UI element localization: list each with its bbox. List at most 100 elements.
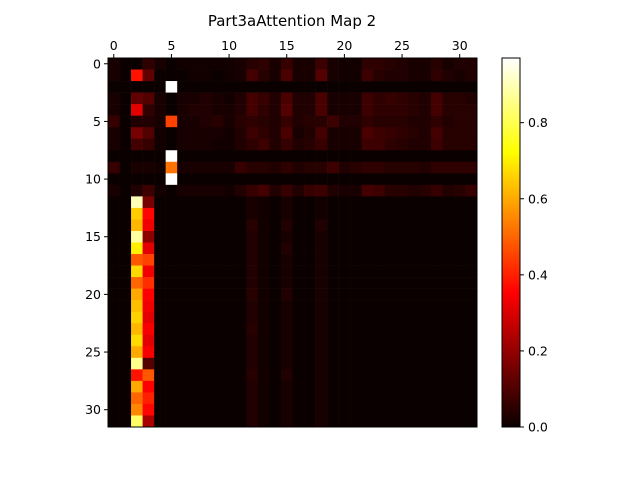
heatmap-cell [442,127,455,140]
heatmap-cell [430,369,443,382]
heatmap-cell [384,300,397,312]
heatmap-cell [373,207,386,220]
heatmap-cell [350,173,362,186]
heatmap-cell [188,92,201,105]
heatmap-cell [396,230,409,243]
heatmap-cell [246,104,259,116]
heatmap-cell [407,104,420,116]
heatmap-cell [200,196,213,209]
heatmap-cell [177,265,190,278]
heatmap-cell [234,150,247,163]
heatmap-cell [384,254,397,266]
heatmap-cell [188,69,201,82]
heatmap-cell [246,242,259,255]
heatmap-cell [211,127,224,140]
heatmap-cell [257,403,270,416]
heatmap-cell [430,380,443,393]
heatmap-cell [188,196,201,209]
heatmap-cell [465,92,478,105]
heatmap-cell [338,115,351,128]
heatmap-cell [327,288,339,301]
heatmap-cell [304,288,316,301]
heatmap-cell [396,196,409,209]
heatmap-cell [188,150,201,163]
heatmap-cell [338,196,351,209]
heatmap-cell [188,184,201,197]
heatmap-cell [280,138,293,151]
heatmap-cell [280,242,293,255]
heatmap-cell [269,277,282,289]
heatmap-cell [304,184,316,197]
heatmap-cell [223,81,236,93]
heatmap-cell [350,196,362,209]
heatmap-cell [223,254,236,266]
heatmap-cell [350,311,362,324]
heatmap-cell [154,265,166,278]
heatmap-cell [361,207,374,220]
heatmap-cell [257,392,270,405]
heatmap-cell [246,219,259,232]
heatmap-cell [465,58,478,70]
heatmap-cell [373,127,386,140]
heatmap-cell [234,184,247,197]
heatmap-cell [131,58,143,70]
heatmap-cell [315,311,328,324]
heatmap-cell [292,127,305,140]
heatmap-cell [419,346,432,359]
heatmap-cell [280,346,293,359]
heatmap-cell [257,369,270,382]
heatmap-cell [292,184,305,197]
heatmap-cell [177,357,190,370]
heatmap-cell [177,311,190,324]
heatmap-cell [407,369,420,382]
heatmap-cell [419,115,432,128]
heatmap-cell [292,196,305,209]
heatmap-cell [338,288,351,301]
heatmap-cell [453,242,466,255]
heatmap-cell [211,161,224,174]
heatmap-cell [292,150,305,163]
heatmap-cell [119,288,132,301]
heatmap-cell [211,115,224,128]
heatmap-cell [407,277,420,289]
heatmap-cell [373,104,386,116]
heatmap-cell [142,115,155,128]
heatmap-cell [200,207,213,220]
heatmap-cell [188,173,201,186]
heatmap-cell [142,311,155,324]
heatmap-cell [200,357,213,370]
heatmap-cell [384,357,397,370]
heatmap-cell [234,196,247,209]
heatmap-cell [211,69,224,82]
heatmap-cell [177,127,190,140]
heatmap-cell [119,415,132,428]
heatmap-cell [200,254,213,266]
heatmap-cell [269,92,282,105]
heatmap-cell [234,69,247,82]
heatmap-cell [384,161,397,174]
heatmap-cell [338,380,351,393]
heatmap-cell [108,207,120,220]
heatmap-cell [269,150,282,163]
heatmap-cell [304,323,316,336]
heatmap-cell [131,219,143,232]
heatmap-cell [154,196,166,209]
heatmap-cell [142,346,155,359]
heatmap-cell [211,300,224,312]
heatmap-cell [419,242,432,255]
heatmap-cell [234,403,247,416]
heatmap-cell [234,104,247,116]
heatmap-cell [269,104,282,116]
heatmap-cell [119,392,132,405]
heatmap-cell [396,219,409,232]
heatmap-cell [246,115,259,128]
heatmap-cell [430,230,443,243]
heatmap-cell [442,311,455,324]
heatmap-cell [430,115,443,128]
heatmap-cell [142,127,155,140]
heatmap-cell [188,380,201,393]
heatmap-cell [465,265,478,278]
heatmap-cell [108,403,120,416]
heatmap-cell [108,346,120,359]
heatmap-cell [165,357,178,370]
